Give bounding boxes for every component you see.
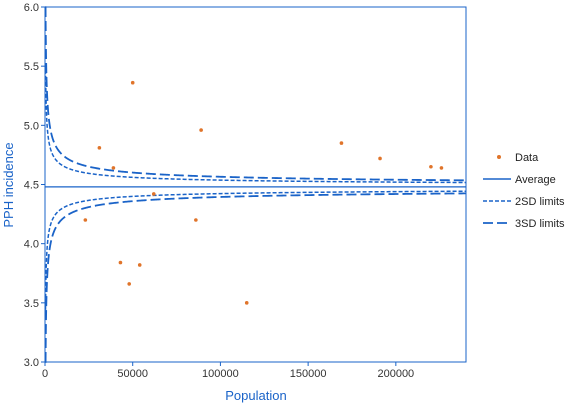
y-tick-label: 3.0 [24,357,39,369]
data-point [137,263,142,267]
legend-item-3sd: 3SD limits [483,218,565,230]
lower-3sd-limit [44,192,467,363]
legend: Data Average 2SD limits 3SD limits [483,152,565,230]
data-points [83,80,444,305]
upper-2sd-limit [44,63,467,184]
control-limit-lines [44,6,467,363]
data-point [339,141,344,145]
x-tick-label: 100000 [202,368,239,380]
data-point [97,146,102,150]
legend-data-label: Data [515,152,539,164]
y-tick-label: 6.0 [24,2,39,14]
legend-item-2sd: 2SD limits [483,196,565,208]
legend-3sd-label: 3SD limits [515,218,565,230]
data-point [151,192,156,196]
legend-data-marker [497,155,501,159]
data-point [118,260,123,265]
x-axis-title: Population [225,388,286,403]
data-point [244,301,249,305]
plot-area-frame [44,6,467,363]
data-point [130,80,135,85]
data-point [439,166,444,170]
data-point [194,218,198,222]
x-tick-label: 0 [42,368,48,380]
legend-2sd-label: 2SD limits [515,196,565,208]
y-axis-title: PPH incidence [1,142,16,227]
data-point [429,164,433,169]
lower-2sd-limit [44,190,467,310]
x-tick-label: 50000 [117,368,148,380]
legend-average-label: Average [515,174,556,186]
y-tick-label: 4.0 [24,239,39,251]
y-tick-label: 5.5 [24,61,39,73]
x-tick-label: 200000 [377,368,414,380]
data-point [127,282,131,286]
y-tick-label: 3.5 [24,298,39,310]
data-point [199,128,203,132]
legend-item-average: Average [483,174,556,186]
data-point [83,218,88,222]
y-tick-label: 5.0 [24,120,39,132]
tick-labels: 0 50000 100000 150000 200000 3.0 3.5 4.0 4.5 5.0 5… [24,2,414,380]
data-point [378,156,382,161]
axis-ticks [41,6,397,366]
legend-item-data: Data [497,152,539,164]
x-tick-label: 150000 [290,368,327,380]
y-tick-label: 4.5 [24,180,39,192]
data-point [111,166,116,170]
upper-3sd-limit [44,6,467,182]
